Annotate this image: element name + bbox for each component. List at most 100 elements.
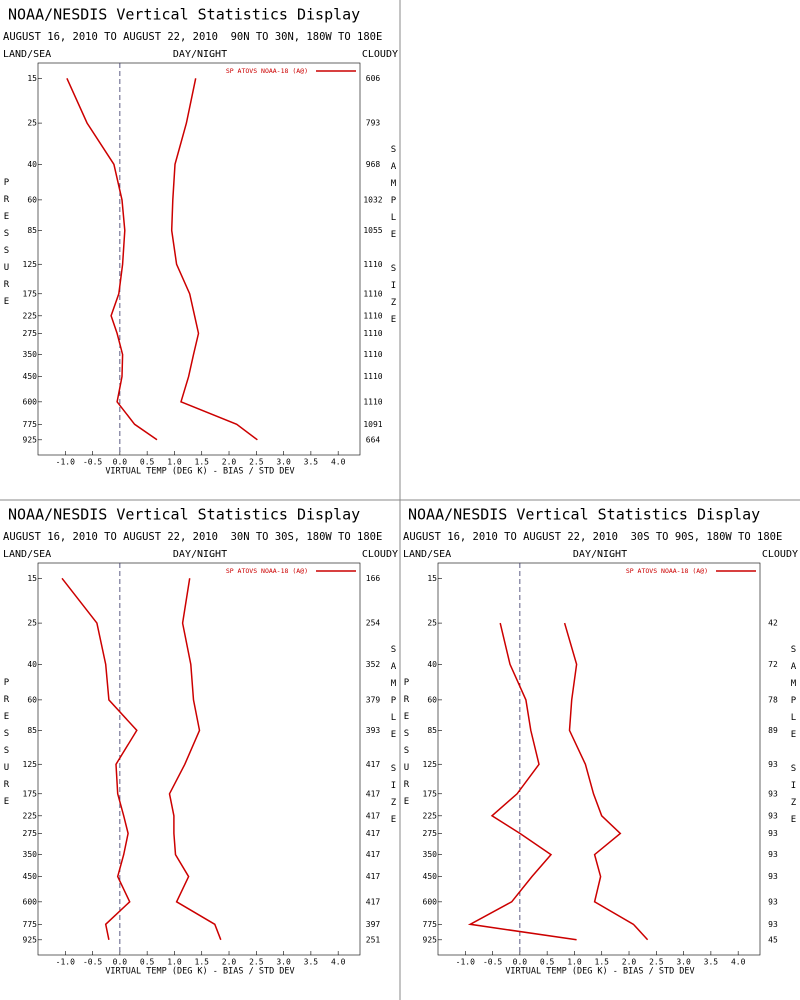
x-axis-label: VIRTUAL TEMP (DEG K) - BIAS / STD DEV <box>105 467 294 477</box>
sample-size: 93 <box>768 897 778 906</box>
x-tick-label: 0.0 <box>113 458 128 467</box>
y-tick-label: 60 <box>427 695 437 704</box>
y-tick-label: 125 <box>23 760 38 769</box>
x-tick-label: -0.5 <box>83 958 102 967</box>
sample-size: 42 <box>768 619 778 628</box>
x-tick-label: -0.5 <box>483 958 502 967</box>
header-label: LAND/SEA <box>403 549 451 560</box>
data-line <box>467 622 577 941</box>
x-tick-label: 1.0 <box>567 958 582 967</box>
y-tick-label: 125 <box>23 260 38 269</box>
sample-size: 1110 <box>363 260 382 269</box>
chart-title: NOAA/NESDIS Vertical Statistics Display <box>408 506 760 524</box>
sample-size: 93 <box>768 829 778 838</box>
sample-size: 1110 <box>363 350 382 359</box>
x-tick-label: 4.0 <box>331 958 346 967</box>
x-tick-label: -1.0 <box>56 958 75 967</box>
sample-size: 968 <box>366 160 381 169</box>
x-tick-label: 1.0 <box>167 958 182 967</box>
sample-size: 89 <box>768 726 778 735</box>
sample-size: 606 <box>366 74 381 83</box>
x-tick-label: 0.5 <box>540 958 555 967</box>
header-label: CLOUDY <box>362 549 398 560</box>
sample-size: 664 <box>366 435 381 444</box>
sample-size: 254 <box>366 619 381 628</box>
data-line <box>170 78 258 441</box>
header-label: DAY/NIGHT <box>173 49 227 60</box>
sample-size: 397 <box>366 920 381 929</box>
y-tick-label: 25 <box>27 119 37 128</box>
x-tick-label: 4.0 <box>731 958 746 967</box>
sample-size: 93 <box>768 811 778 820</box>
panel: NOAA/NESDIS Vertical Statistics Display A… <box>2 6 399 477</box>
y-tick-label: 925 <box>23 935 38 944</box>
y-tick-label: 25 <box>427 619 437 628</box>
sample-size: 417 <box>366 811 381 820</box>
sample-size: 93 <box>768 920 778 929</box>
x-tick-label: -1.0 <box>456 958 475 967</box>
y-tick-label: 225 <box>23 811 38 820</box>
legend-label: SP ATOVS NOAA-18 (A@) <box>226 567 308 575</box>
plot-frame <box>37 562 361 956</box>
sample-size: 93 <box>768 789 778 798</box>
x-tick-label: 3.0 <box>676 958 691 967</box>
x-tick-label: 0.0 <box>113 958 128 967</box>
header-label: DAY/NIGHT <box>173 549 227 560</box>
x-tick-label: 3.5 <box>304 958 319 967</box>
x-tick-label: -1.0 <box>56 458 75 467</box>
plot-frame <box>437 562 761 956</box>
header-label: LAND/SEA <box>3 49 51 60</box>
sample-size: 1110 <box>363 329 382 338</box>
sample-size: 1110 <box>363 372 382 381</box>
panel: NOAA/NESDIS Vertical Statistics Display A… <box>402 506 799 977</box>
y-tick-label: 275 <box>423 829 438 838</box>
y-tick-label: 85 <box>427 726 437 735</box>
header-label: CLOUDY <box>362 49 398 60</box>
x-tick-label: 2.5 <box>249 458 264 467</box>
sample-size: 1110 <box>363 311 382 320</box>
y-tick-label: 125 <box>423 760 438 769</box>
y-axis-label: PRESSURE <box>2 178 12 314</box>
sample-size: 78 <box>768 695 778 704</box>
x-tick-label: -0.5 <box>83 458 102 467</box>
x-tick-label: 0.0 <box>513 958 528 967</box>
data-line <box>66 77 158 441</box>
x-tick-label: 0.5 <box>140 958 155 967</box>
plot-frame <box>37 62 361 456</box>
y-tick-label: 925 <box>23 435 38 444</box>
y-tick-label: 775 <box>23 420 38 429</box>
sample-size: 417 <box>366 850 381 859</box>
data-line <box>168 578 222 941</box>
chart-subtitle: AUGUST 16, 2010 TO AUGUST 22, 2010 90N T… <box>3 31 382 43</box>
sample-size: 417 <box>366 829 381 838</box>
y-tick-label: 60 <box>27 695 37 704</box>
y2-axis-label: SAMPLE SIZE <box>389 145 399 332</box>
y-tick-label: 275 <box>23 829 38 838</box>
legend-label: SP ATOVS NOAA-18 (A@) <box>626 567 708 575</box>
sample-size: 72 <box>768 660 778 669</box>
x-tick-label: 1.0 <box>167 458 182 467</box>
y-tick-label: 225 <box>423 811 438 820</box>
header-label: CLOUDY <box>762 549 798 560</box>
x-tick-label: 4.0 <box>331 458 346 467</box>
y-tick-label: 175 <box>23 789 38 798</box>
sample-size: 417 <box>366 897 381 906</box>
y-tick-label: 600 <box>23 397 38 406</box>
x-tick-label: 3.5 <box>704 958 719 967</box>
sample-size: 417 <box>366 760 381 769</box>
y-tick-label: 450 <box>423 872 438 881</box>
y-tick-label: 925 <box>423 935 438 944</box>
x-tick-label: 2.0 <box>622 958 637 967</box>
y-tick-label: 15 <box>27 574 37 583</box>
chart-subtitle: AUGUST 16, 2010 TO AUGUST 22, 2010 30S T… <box>403 531 782 543</box>
y-tick-label: 60 <box>27 195 37 204</box>
y-tick-label: 600 <box>23 897 38 906</box>
sample-size: 379 <box>366 695 381 704</box>
x-tick-label: 2.0 <box>222 458 237 467</box>
y-tick-label: 350 <box>423 850 438 859</box>
y-tick-label: 175 <box>23 289 38 298</box>
y-axis-label: PRESSURE <box>402 678 412 814</box>
sample-size: 393 <box>366 726 381 735</box>
x-axis-label: VIRTUAL TEMP (DEG K) - BIAS / STD DEV <box>105 967 294 977</box>
y-tick-label: 775 <box>23 920 38 929</box>
